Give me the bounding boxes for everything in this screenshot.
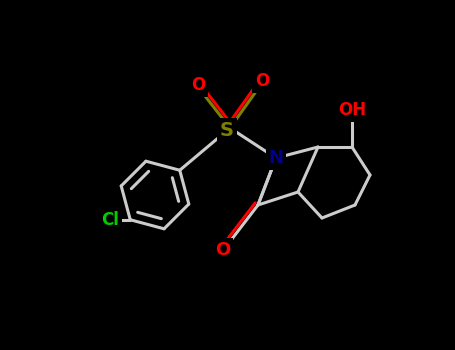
Text: O: O — [191, 76, 205, 94]
Text: O: O — [215, 241, 231, 259]
Text: N: N — [268, 149, 283, 167]
Text: S: S — [220, 120, 234, 140]
Text: OH: OH — [338, 101, 366, 119]
Text: O: O — [255, 72, 269, 90]
Text: Cl: Cl — [101, 211, 119, 229]
